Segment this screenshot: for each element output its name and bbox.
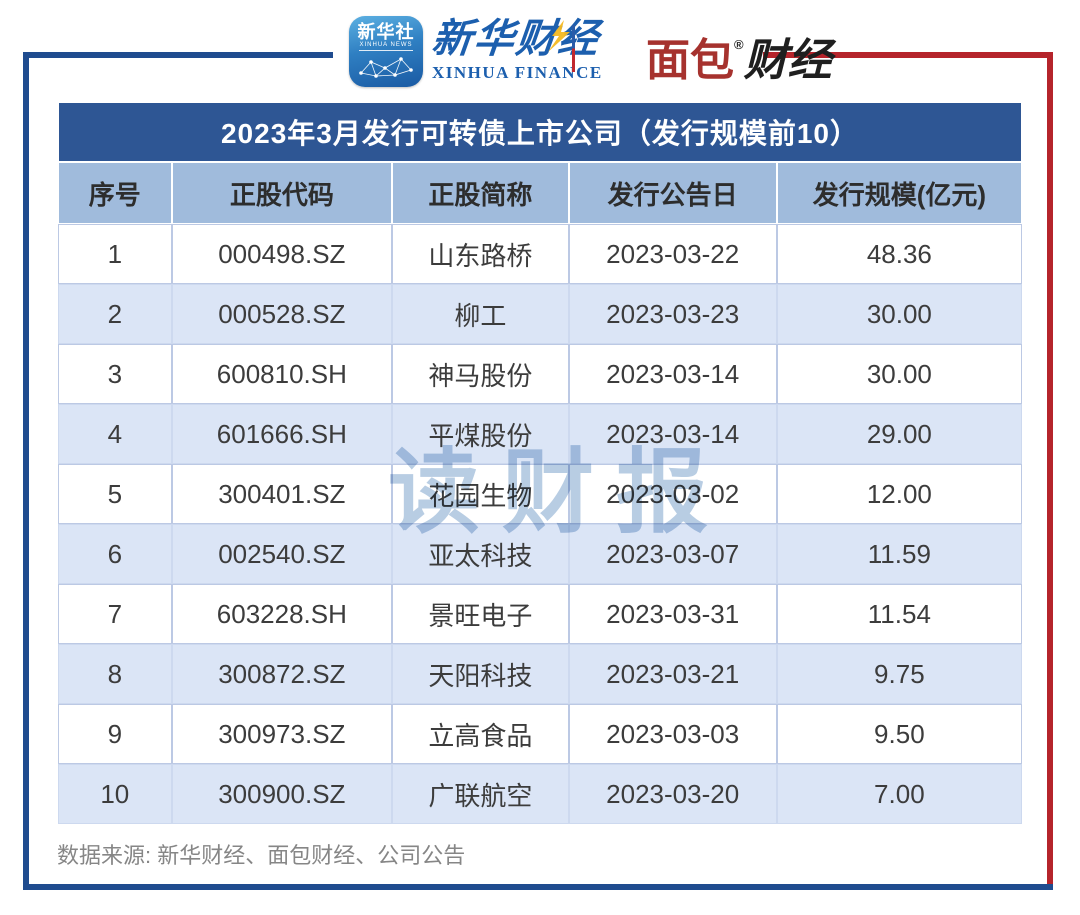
cell-date: 2023-03-23 (569, 285, 776, 343)
logo-header: 新华社 XINHUA NEWS 新华财经 (0, 0, 1080, 95)
col-header-date: 发行公告日 (569, 163, 776, 223)
frame-left-line (23, 52, 29, 890)
cell-date: 2023-03-07 (569, 525, 776, 583)
cell-name: 广联航空 (393, 765, 568, 823)
table-row: 9 300973.SZ 立高食品 2023-03-03 9.50 (59, 705, 1021, 763)
cell-seq: 8 (59, 645, 171, 703)
bond-table: 2023年3月发行可转债上市公司（发行规模前10） 序号 正股代码 正股简称 发… (57, 101, 1023, 825)
cell-name: 花园生物 (393, 465, 568, 523)
lightning-arrow-icon (548, 20, 570, 52)
cell-name: 天阳科技 (393, 645, 568, 703)
frame-bottom-line (23, 884, 1053, 890)
cell-seq: 1 (59, 225, 171, 283)
mianbao-red-label: 面包 (646, 36, 734, 85)
cell-size: 9.50 (777, 705, 1021, 763)
cell-seq: 5 (59, 465, 171, 523)
mianbao-black-label: 财经 (743, 36, 832, 85)
cell-seq: 3 (59, 345, 171, 403)
cell-size: 30.00 (777, 345, 1021, 403)
cell-date: 2023-03-14 (569, 405, 776, 463)
cell-size: 30.00 (777, 285, 1021, 343)
cell-size: 11.59 (777, 525, 1021, 583)
table-row: 7 603228.SH 景旺电子 2023-03-31 11.54 (59, 585, 1021, 643)
frame-top-right-line (763, 52, 1047, 58)
cell-name: 立高食品 (393, 705, 568, 763)
cell-date: 2023-03-14 (569, 345, 776, 403)
cell-date: 2023-03-31 (569, 585, 776, 643)
cell-code: 300401.SZ (172, 465, 392, 523)
network-constellation-icon (359, 57, 413, 78)
cell-seq: 2 (59, 285, 171, 343)
cell-size: 12.00 (777, 465, 1021, 523)
cell-date: 2023-03-22 (569, 225, 776, 283)
cell-code: 300872.SZ (172, 645, 392, 703)
cell-seq: 4 (59, 405, 171, 463)
table-title-row: 2023年3月发行可转债上市公司（发行规模前10） (59, 103, 1021, 161)
cell-size: 9.75 (777, 645, 1021, 703)
table-header-row: 序号 正股代码 正股简称 发行公告日 发行规模(亿元) (59, 163, 1021, 223)
cell-code: 601666.SH (172, 405, 392, 463)
cell-name: 平煤股份 (393, 405, 568, 463)
cell-name: 柳工 (393, 285, 568, 343)
cell-seq: 9 (59, 705, 171, 763)
table-row: 6 002540.SZ 亚太科技 2023-03-07 11.59 (59, 525, 1021, 583)
cell-size: 48.36 (777, 225, 1021, 283)
cell-seq: 6 (59, 525, 171, 583)
cell-size: 7.00 (777, 765, 1021, 823)
cell-size: 11.54 (777, 585, 1021, 643)
frame-top-left-line (23, 52, 333, 58)
bond-table-container: 2023年3月发行可转债上市公司（发行规模前10） 序号 正股代码 正股简称 发… (57, 101, 1023, 825)
col-header-code: 正股代码 (172, 163, 392, 223)
cell-name: 景旺电子 (393, 585, 568, 643)
table-row: 1 000498.SZ 山东路桥 2023-03-22 48.36 (59, 225, 1021, 283)
xinhua-finance-wordmark: 新华财经 XINHUA FINANCE (429, 17, 612, 83)
cell-name: 山东路桥 (393, 225, 568, 283)
cell-date: 2023-03-21 (569, 645, 776, 703)
cell-date: 2023-03-20 (569, 765, 776, 823)
cell-code: 300973.SZ (172, 705, 392, 763)
table-row: 3 600810.SH 神马股份 2023-03-14 30.00 (59, 345, 1021, 403)
cell-code: 600810.SH (172, 345, 392, 403)
mianbao-finance-wordmark: 面包®财经 (646, 24, 832, 88)
table-row: 5 300401.SZ 花园生物 2023-03-02 12.00 (59, 465, 1021, 523)
data-source-note: 数据来源: 新华财经、面包财经、公司公告 (57, 843, 466, 868)
col-header-size: 发行规模(亿元) (777, 163, 1021, 223)
xinhua-news-cn-label: 新华社 (357, 22, 415, 42)
cell-code: 002540.SZ (172, 525, 392, 583)
col-header-name: 正股简称 (393, 163, 568, 223)
xinhua-finance-en-label: XINHUA FINANCE (432, 63, 603, 82)
table-row: 4 601666.SH 平煤股份 2023-03-14 29.00 (59, 405, 1021, 463)
cell-size: 29.00 (777, 405, 1021, 463)
table-row: 2 000528.SZ 柳工 2023-03-23 30.00 (59, 285, 1021, 343)
table-row: 10 300900.SZ 广联航空 2023-03-20 7.00 (59, 765, 1021, 823)
logo-divider (572, 25, 575, 72)
cell-code: 000528.SZ (172, 285, 392, 343)
col-header-seq: 序号 (59, 163, 171, 223)
xinhua-news-en-label: XINHUA NEWS (359, 42, 413, 51)
cell-date: 2023-03-02 (569, 465, 776, 523)
registered-mark-icon: ® (734, 37, 744, 52)
cell-date: 2023-03-03 (569, 705, 776, 763)
cell-code: 603228.SH (172, 585, 392, 643)
cell-code: 000498.SZ (172, 225, 392, 283)
table-row: 8 300872.SZ 天阳科技 2023-03-21 9.75 (59, 645, 1021, 703)
cell-seq: 7 (59, 585, 171, 643)
xinhua-finance-cn-label: 新华财经 (429, 17, 603, 61)
cell-seq: 10 (59, 765, 171, 823)
xinhua-news-app-icon: 新华社 XINHUA NEWS (349, 16, 423, 87)
table-title: 2023年3月发行可转债上市公司（发行规模前10） (59, 103, 1021, 161)
cell-code: 300900.SZ (172, 765, 392, 823)
cell-name: 神马股份 (393, 345, 568, 403)
cell-name: 亚太科技 (393, 525, 568, 583)
frame-right-line (1047, 52, 1053, 884)
